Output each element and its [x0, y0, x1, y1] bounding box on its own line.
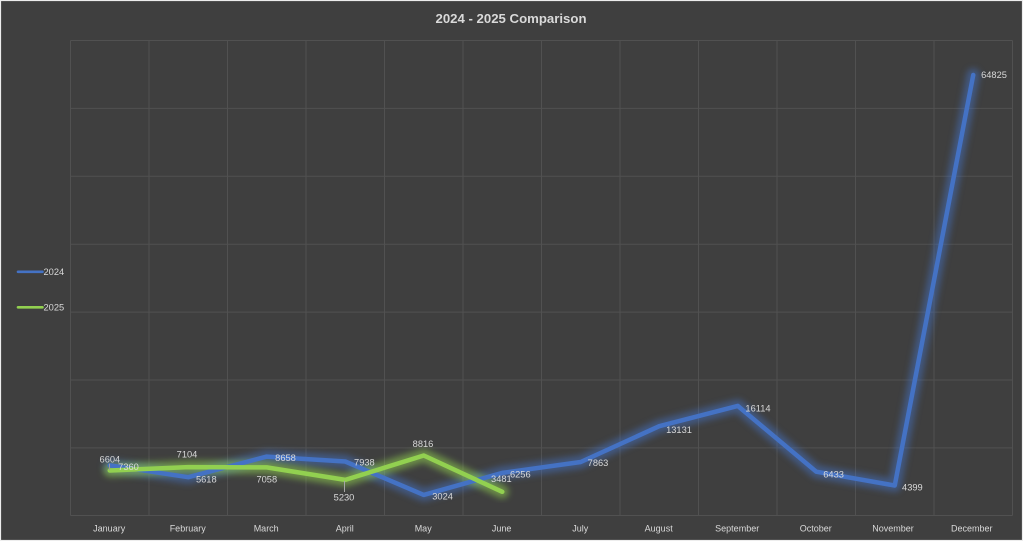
svg-text:7360: 7360 [118, 462, 139, 472]
svg-text:2024: 2024 [44, 267, 65, 277]
svg-text:7938: 7938 [354, 458, 375, 468]
svg-text:November: November [872, 523, 914, 533]
svg-text:7058: 7058 [256, 474, 277, 484]
svg-text:16114: 16114 [745, 404, 770, 414]
svg-text:3481: 3481 [491, 474, 512, 484]
svg-text:6256: 6256 [510, 470, 531, 480]
svg-text:April: April [336, 523, 354, 533]
svg-text:March: March [254, 523, 279, 533]
svg-text:4399: 4399 [902, 482, 923, 492]
svg-text:December: December [951, 523, 993, 533]
svg-text:64825: 64825 [981, 70, 1007, 80]
svg-text:7863: 7863 [588, 458, 609, 468]
svg-text:August: August [645, 523, 674, 533]
svg-text:5230: 5230 [334, 493, 355, 503]
svg-text:8658: 8658 [275, 453, 296, 463]
svg-text:September: September [715, 523, 759, 533]
svg-text:July: July [572, 523, 589, 533]
svg-text:October: October [800, 523, 832, 533]
svg-text:May: May [415, 523, 433, 533]
svg-text:January: January [93, 523, 126, 533]
svg-text:8816: 8816 [413, 439, 434, 449]
svg-text:6433: 6433 [823, 469, 844, 479]
svg-text:2025: 2025 [44, 303, 65, 313]
svg-text:February: February [170, 523, 207, 533]
svg-text:June: June [492, 523, 512, 533]
svg-text:7104: 7104 [177, 449, 198, 459]
svg-text:5618: 5618 [196, 474, 217, 484]
svg-text:3024: 3024 [432, 491, 453, 501]
svg-text:13131: 13131 [666, 425, 692, 435]
svg-text:6604: 6604 [100, 454, 121, 464]
svg-text:2024 - 2025 Comparison: 2024 - 2025 Comparison [436, 11, 587, 26]
